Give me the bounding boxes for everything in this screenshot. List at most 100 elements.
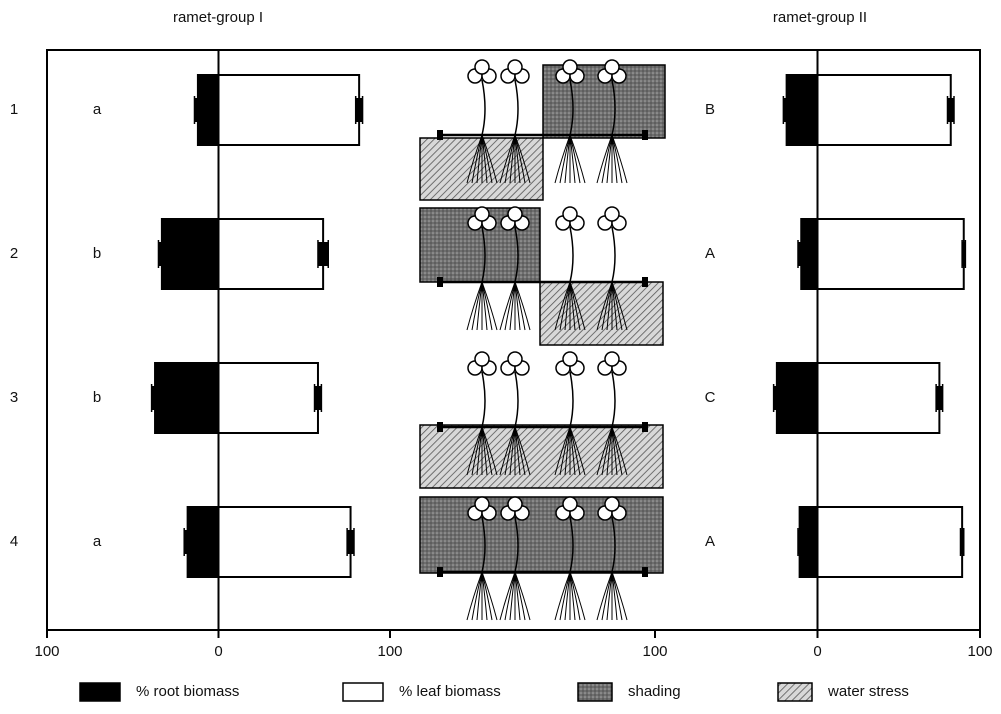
error-bar [783,96,790,124]
bar [219,507,351,577]
row-label: 3 [10,389,18,406]
clover-leaf [605,207,619,221]
error-bar [936,384,943,412]
error-bar-body [158,242,165,266]
clover-leaf [475,497,489,511]
error-bar-body [152,386,159,410]
error-bar [798,240,805,268]
plant-stem [515,80,518,135]
row-label: 1 [10,101,18,118]
x-tick-label: 100 [967,643,992,660]
bar [162,219,219,289]
row-label: 4 [10,533,18,550]
error-bar [158,240,165,268]
plant-stem [570,227,573,282]
bar [777,363,818,433]
clover-leaf [508,497,522,511]
error-bar [152,384,159,412]
error-bar-body [948,98,955,122]
error-bar [774,384,781,412]
plant-stem [482,372,485,427]
clover-leaf [563,352,577,366]
significance-letter: A [705,245,715,262]
error-bar [798,528,801,556]
bar [188,507,219,577]
bar [818,219,964,289]
legend-swatch [778,683,812,701]
clover-leaf [563,207,577,221]
x-tick-label: 100 [642,643,667,660]
significance-letter: b [93,389,101,406]
significance-letter: b [93,245,101,262]
shading-box [420,497,663,573]
stolon-end [642,277,648,287]
stolon-end [437,567,443,577]
stolon-end [437,422,443,432]
error-bar-body [783,98,790,122]
bar [787,75,818,145]
significance-letter: a [93,101,102,118]
error-bar [194,96,201,124]
error-bar-body [936,386,943,410]
legend-label: water stress [827,683,909,700]
legend-swatch [80,683,120,701]
clover-leaf [475,352,489,366]
plant-stem [482,80,485,135]
stolon-end [642,567,648,577]
stolon-end [437,130,443,140]
plant-stem [570,372,573,427]
error-bar [962,240,965,268]
significance-letter: B [705,101,715,118]
error-bar [961,528,964,556]
panel-title: ramet-group I [173,9,263,26]
plant-stem [515,372,518,427]
legend-label: % leaf biomass [399,683,501,700]
error-bar [318,240,328,268]
stolon-end [642,130,648,140]
treatment-illustrations [420,60,665,620]
clover-leaf [605,497,619,511]
bar [800,507,818,577]
panel-title: ramet-group II [773,9,867,26]
bar [818,507,963,577]
legend-swatch [343,683,383,701]
error-bar-body [798,242,805,266]
clover-leaf [475,207,489,221]
x-tick-label: 0 [214,643,222,660]
legend-label: % root biomass [136,683,239,700]
error-bar-body [194,98,201,122]
error-bar-body [315,386,322,410]
stolon-end [437,277,443,287]
error-bar-body [356,98,363,122]
significance-letter: C [705,389,716,406]
x-tick-label: 0 [813,643,821,660]
error-bar [184,528,191,556]
clover-leaf [508,60,522,74]
bar [219,75,360,145]
bar [818,363,940,433]
clover-leaf [605,60,619,74]
clover-leaf [605,352,619,366]
legend-swatch [578,683,612,701]
bar [219,219,324,289]
x-tick-label: 100 [34,643,59,660]
error-bar-body [184,530,191,554]
error-bar [315,384,322,412]
error-bar-body [347,530,354,554]
error-bar-body [318,242,328,266]
bar [219,363,318,433]
error-bar [347,528,354,556]
clover-leaf [508,207,522,221]
plant-stem [612,372,615,427]
significance-letter: A [705,533,715,550]
error-bar [948,96,955,124]
figure: ramet-group I10001001234abbaramet-group … [0,0,1001,709]
error-bar-body [774,386,781,410]
clover-leaf [475,60,489,74]
legend-label: shading [628,683,681,700]
error-bar [356,96,363,124]
stolon-end [642,422,648,432]
clover-leaf [508,352,522,366]
clover-leaf [563,497,577,511]
bar [818,75,951,145]
